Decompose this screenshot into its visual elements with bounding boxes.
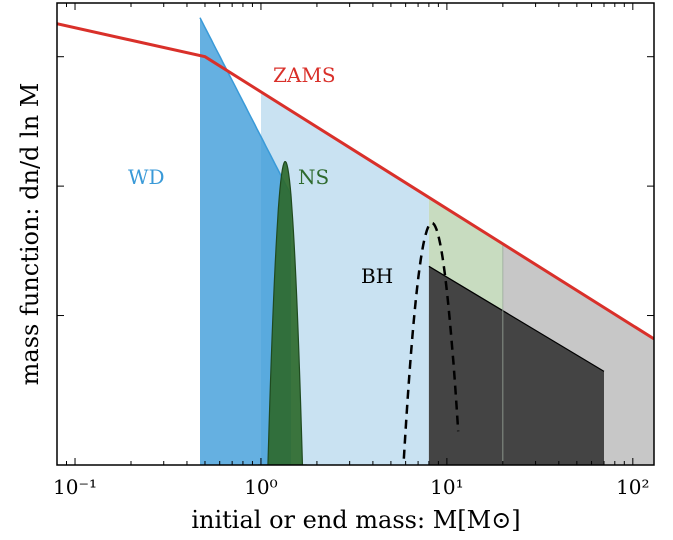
axis-ticks: [56, 3, 654, 465]
x-tick-label: 10²: [616, 475, 649, 499]
bh-distribution-line: [402, 221, 460, 465]
wd-curve: [199, 17, 292, 196]
series-label-wd: WD: [128, 165, 165, 189]
ns-distribution: [257, 160, 307, 465]
zams-line: [57, 22, 654, 341]
y-axis-label: mass function: dn/d ln M: [16, 83, 44, 386]
plot-frame: [56, 2, 655, 466]
x-tick-labels: 10⁻¹ 10⁰ 10¹ 10²: [53, 475, 650, 499]
series-label-zams: ZAMS: [273, 63, 336, 87]
x-tick-label: 10⁻¹: [53, 475, 97, 499]
bh-remnant-region: [428, 266, 604, 465]
wd-distribution: [200, 17, 291, 465]
series-label-bh: BH: [361, 264, 393, 288]
wd-progenitor-region: [261, 91, 429, 465]
bh-remnant-edge: [428, 265, 605, 372]
x-tick-label: 10⁰: [244, 475, 277, 499]
plot-area: [57, 17, 654, 465]
x-axis-label: initial or end mass: M[M⊙]: [191, 506, 520, 534]
series-label-ns: NS: [298, 165, 329, 189]
x-tick-label: 10¹: [430, 475, 463, 499]
